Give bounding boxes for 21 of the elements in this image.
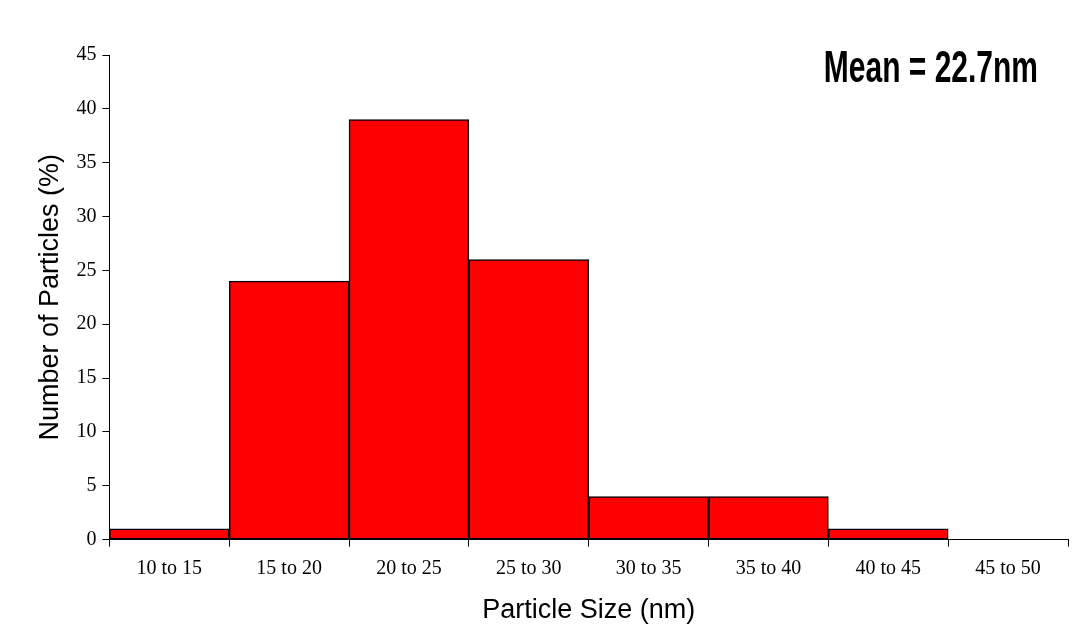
y-axis-title: Number of Particles (%) <box>33 154 64 441</box>
x-tick-label: 45 to 50 <box>975 555 1041 578</box>
y-tick-label: 35 <box>76 149 97 172</box>
y-tick-label: 10 <box>76 419 97 442</box>
y-tick-label: 0 <box>86 526 97 549</box>
x-tick-label: 35 to 40 <box>735 555 802 578</box>
y-tick-label: 40 <box>76 96 97 119</box>
y-tick-label: 25 <box>76 257 97 280</box>
x-tick-label: 20 to 25 <box>376 555 442 578</box>
y-tick-label: 30 <box>76 203 97 226</box>
y-tick-label: 20 <box>76 311 97 334</box>
x-axis-title: Particle Size (nm) <box>482 594 696 625</box>
x-tick-label: 15 to 20 <box>256 555 322 578</box>
x-tick-label: 40 to 45 <box>855 555 922 578</box>
x-tick-label: 25 to 30 <box>496 555 562 578</box>
x-tick-label: 10 to 15 <box>136 555 203 578</box>
y-tick-label: 15 <box>76 365 97 388</box>
x-tick-label: 30 to 35 <box>615 555 682 578</box>
y-tick-label: 45 <box>76 42 97 65</box>
annotation: Mean = 22.7nm <box>823 42 1038 92</box>
y-tick-label: 5 <box>86 473 97 496</box>
